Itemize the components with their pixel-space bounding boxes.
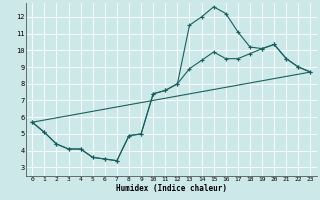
X-axis label: Humidex (Indice chaleur): Humidex (Indice chaleur)	[116, 184, 227, 193]
